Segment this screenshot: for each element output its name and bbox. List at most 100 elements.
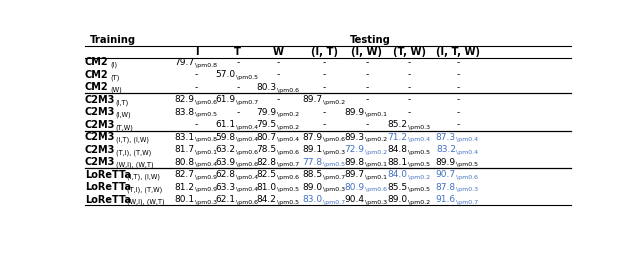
Text: (I, T): (I, T): [310, 48, 337, 57]
Text: 72.9: 72.9: [345, 145, 365, 154]
Text: (T,W): (T,W): [116, 124, 134, 131]
Text: \pm0.8: \pm0.8: [195, 63, 217, 68]
Text: (W,I), (W,T): (W,I), (W,T): [116, 162, 154, 168]
Text: -: -: [408, 58, 411, 67]
Text: -: -: [236, 58, 239, 67]
Text: LoReTTa: LoReTTa: [85, 170, 131, 180]
Text: 84.2: 84.2: [257, 195, 276, 204]
Text: \pm0.1: \pm0.1: [365, 162, 387, 167]
Text: 81.0: 81.0: [256, 183, 276, 192]
Text: \pm0.4: \pm0.4: [456, 150, 479, 155]
Text: 81.2: 81.2: [175, 183, 195, 192]
Text: \pm0.4: \pm0.4: [236, 137, 259, 142]
Text: -: -: [323, 58, 326, 67]
Text: 62.8: 62.8: [216, 170, 236, 179]
Text: (W): (W): [111, 87, 122, 93]
Text: -: -: [365, 120, 368, 129]
Text: \pm0.2: \pm0.2: [365, 150, 387, 155]
Text: 83.2: 83.2: [436, 145, 456, 154]
Text: \pm0.5: \pm0.5: [408, 162, 430, 167]
Text: (I,W): (I,W): [116, 112, 131, 118]
Text: 84.8: 84.8: [387, 145, 408, 154]
Text: \pm0.7: \pm0.7: [323, 200, 345, 205]
Text: (I,T), (I,W): (I,T), (I,W): [116, 137, 148, 143]
Text: 82.5: 82.5: [257, 170, 276, 179]
Text: 80.1: 80.1: [175, 195, 195, 204]
Text: \pm0.9: \pm0.9: [195, 175, 217, 180]
Text: \pm0.3: \pm0.3: [365, 200, 387, 205]
Text: \pm0.6: \pm0.6: [323, 137, 344, 142]
Text: \pm0.1: \pm0.1: [365, 175, 387, 180]
Text: -: -: [408, 83, 411, 92]
Text: (T): (T): [111, 74, 120, 81]
Text: 89.1: 89.1: [302, 145, 322, 154]
Text: \pm0.3: \pm0.3: [408, 125, 430, 130]
Text: 78.5: 78.5: [256, 145, 276, 154]
Text: 82.8: 82.8: [257, 158, 276, 167]
Text: (I,T), (I,W): (I,T), (I,W): [127, 174, 160, 180]
Text: (I): (I): [111, 62, 118, 68]
Text: -: -: [323, 108, 326, 117]
Text: 83.1: 83.1: [175, 133, 195, 142]
Text: (T,I), (T,W): (T,I), (T,W): [127, 186, 163, 193]
Text: -: -: [195, 120, 198, 129]
Text: CM2: CM2: [85, 82, 109, 92]
Text: -: -: [456, 95, 460, 104]
Text: \pm0.6: \pm0.6: [277, 150, 299, 155]
Text: \pm0.5: \pm0.5: [236, 75, 259, 80]
Text: -: -: [276, 95, 280, 104]
Text: \pm0.2: \pm0.2: [323, 100, 345, 105]
Text: I: I: [195, 48, 198, 57]
Text: \pm0.5: \pm0.5: [408, 150, 430, 155]
Text: 87.8: 87.8: [436, 183, 456, 192]
Text: CM2: CM2: [85, 70, 109, 80]
Text: \pm0.2: \pm0.2: [277, 125, 299, 130]
Text: 85.5: 85.5: [387, 183, 408, 192]
Text: -: -: [276, 70, 280, 79]
Text: 57.0: 57.0: [216, 70, 236, 79]
Text: \pm0.6: \pm0.6: [456, 175, 479, 180]
Text: \pm0.5: \pm0.5: [456, 162, 479, 167]
Text: W: W: [273, 48, 284, 57]
Text: 83.0: 83.0: [302, 195, 322, 204]
Text: 79.9: 79.9: [256, 108, 276, 117]
Text: T: T: [234, 48, 241, 57]
Text: LoReTTa: LoReTTa: [85, 182, 131, 192]
Text: -: -: [323, 70, 326, 79]
Text: 63.9: 63.9: [216, 158, 236, 167]
Text: \pm0.5: \pm0.5: [408, 187, 430, 192]
Text: \pm0.7: \pm0.7: [236, 100, 259, 105]
Text: 84.0: 84.0: [387, 170, 408, 179]
Text: 89.0: 89.0: [302, 183, 322, 192]
Text: -: -: [456, 120, 460, 129]
Text: \pm0.7: \pm0.7: [456, 200, 479, 205]
Text: -: -: [276, 58, 280, 67]
Text: \pm0.1: \pm0.1: [365, 112, 387, 117]
Text: \pm0.2: \pm0.2: [408, 200, 430, 205]
Text: (W,I), (W,T): (W,I), (W,T): [127, 199, 164, 205]
Text: 90.4: 90.4: [345, 195, 365, 204]
Text: 61.9: 61.9: [216, 95, 236, 104]
Text: 62.1: 62.1: [216, 195, 236, 204]
Text: \pm0.6: \pm0.6: [236, 162, 259, 167]
Text: -: -: [408, 70, 411, 79]
Text: 91.6: 91.6: [436, 195, 456, 204]
Text: -: -: [456, 83, 460, 92]
Text: -: -: [365, 83, 368, 92]
Text: 71.2: 71.2: [387, 133, 408, 142]
Text: (I,T): (I,T): [116, 99, 129, 106]
Text: \pm0.4: \pm0.4: [236, 175, 259, 180]
Text: 89.9: 89.9: [344, 108, 365, 117]
Text: Testing: Testing: [349, 35, 390, 45]
Text: -: -: [323, 83, 326, 92]
Text: 83.8: 83.8: [175, 108, 195, 117]
Text: \pm0.1: \pm0.1: [195, 150, 217, 155]
Text: \pm0.2: \pm0.2: [408, 175, 430, 180]
Text: 80.7: 80.7: [256, 133, 276, 142]
Text: -: -: [408, 108, 411, 117]
Text: CM2: CM2: [85, 57, 109, 68]
Text: 63.2: 63.2: [216, 145, 236, 154]
Text: \pm0.6: \pm0.6: [195, 100, 217, 105]
Text: -: -: [365, 95, 368, 104]
Text: \pm0.7: \pm0.7: [323, 175, 345, 180]
